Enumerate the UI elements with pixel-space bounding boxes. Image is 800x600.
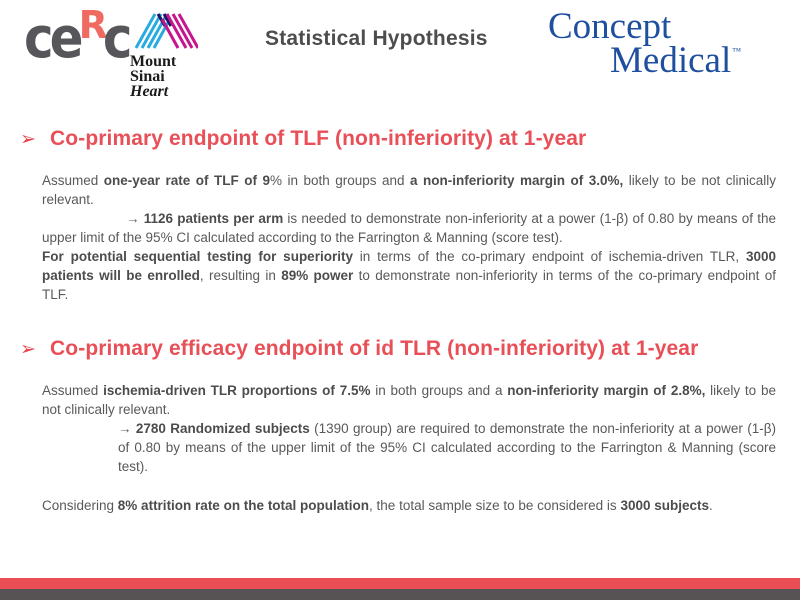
attrition-paragraph: Considering 8% attrition rate on the tot… [42,498,713,513]
slide-header: ceRc [0,0,800,112]
section-heading-idtlr-label: Co-primary efficacy endpoint of id TLR (… [50,337,699,360]
arrow-bullet-icon: ➢ [20,129,37,150]
mount-sinai-logo: Mount Sinai Heart [130,8,230,100]
concept-medical-line2: Medical™ [610,40,742,81]
concept-medical-logo: Concept Medical™ [548,6,742,86]
footer-gray-bar [0,589,800,600]
idtlr-paragraph-assumptions: Assumed ischemia-driven TLR proportions … [42,383,776,417]
tlf-paragraph-superiority: For potential sequential testing for sup… [42,249,777,302]
slide-content: ➢ Co-primary endpoint of TLF (non-inferio… [0,124,800,515]
footer-red-bar [0,578,800,589]
mount-sinai-line3: Heart [130,83,169,100]
idtlr-paragraph-sample-size: → 2780 Randomized subjects (1390 group) … [118,421,777,474]
mount-sinai-line1: Mount [130,53,177,70]
mount-sinai-line2: Sinai [130,68,165,85]
cerc-logo-text: ce [24,5,84,71]
section-heading-tlf-label: Co-primary endpoint of TLF (non-inferior… [50,127,587,150]
cerc-logo: ceRc [24,6,132,66]
mount-sinai-mountain-icon [134,13,198,49]
cerc-logo-r: R [78,3,108,47]
section-heading-idtlr: ➢ Co-primary efficacy endpoint of id TLR … [0,334,800,365]
arrow-bullet-icon: ➢ [20,339,37,360]
section-heading-tlf: ➢ Co-primary endpoint of TLF (non-inferio… [0,124,800,155]
cerc-logo-text2: c [102,5,133,71]
mount-sinai-text: Mount Sinai Heart [130,53,230,100]
tlf-paragraph-sample-size: → 1126 patients per arm is needed to dem… [42,211,776,245]
concept-medical-line1: Concept [548,6,672,47]
tlf-paragraph-assumptions: Assumed one-year rate of TLF of 9% in bo… [42,173,776,207]
trademark-symbol: ™ [732,46,742,56]
page-title: Statistical Hypothesis [265,27,488,50]
